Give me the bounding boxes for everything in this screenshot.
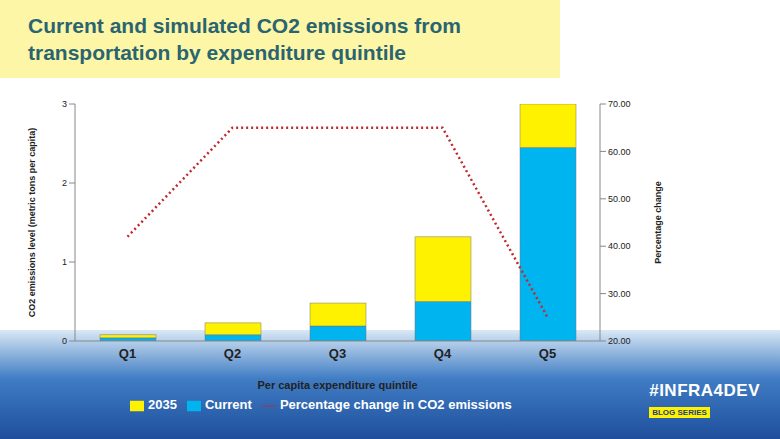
html-text:Percentage change in CO2 emiss: Percentage change in CO2 emissions — [279, 397, 512, 412]
svg-text:50.00: 50.00 — [608, 194, 631, 204]
html-text:Current and simulated CO2 emis: Current and simulated CO2 emissions from… — [28, 14, 461, 64]
svg-text:CO2 emissions level (metric to: CO2 emissions level (metric tons per cap… — [27, 128, 37, 318]
html-text:Current: Current — [204, 397, 252, 412]
svg-text:70.00: 70.00 — [608, 99, 631, 109]
html-text:2035: 2035 — [148, 397, 177, 412]
svg-text:20.00: 20.00 — [608, 336, 631, 346]
svg-text:1: 1 — [62, 257, 67, 267]
svg-text:30.00: 30.00 — [608, 289, 631, 299]
svg-text:Per capita expenditure quintil: Per capita expenditure quintile — [257, 379, 417, 391]
svg-text:Q4: Q4 — [434, 346, 452, 361]
svg-text:2: 2 — [62, 178, 67, 188]
svg-text:Percentage change: Percentage change — [653, 181, 663, 264]
svg-text:Q5: Q5 — [539, 346, 556, 361]
html-text:BLOG SERIES: BLOG SERIES — [652, 408, 707, 417]
svg-text:60.00: 60.00 — [608, 147, 631, 157]
svg-text:0: 0 — [62, 336, 67, 346]
svg-text:Q2: Q2 — [224, 346, 241, 361]
svg-text:3: 3 — [62, 99, 67, 109]
svg-text:Q3: Q3 — [329, 346, 346, 361]
svg-text:Q1: Q1 — [119, 346, 136, 361]
html-text:#INFRA4DEV: #INFRA4DEV — [649, 381, 760, 400]
svg-text:40.00: 40.00 — [608, 241, 631, 251]
